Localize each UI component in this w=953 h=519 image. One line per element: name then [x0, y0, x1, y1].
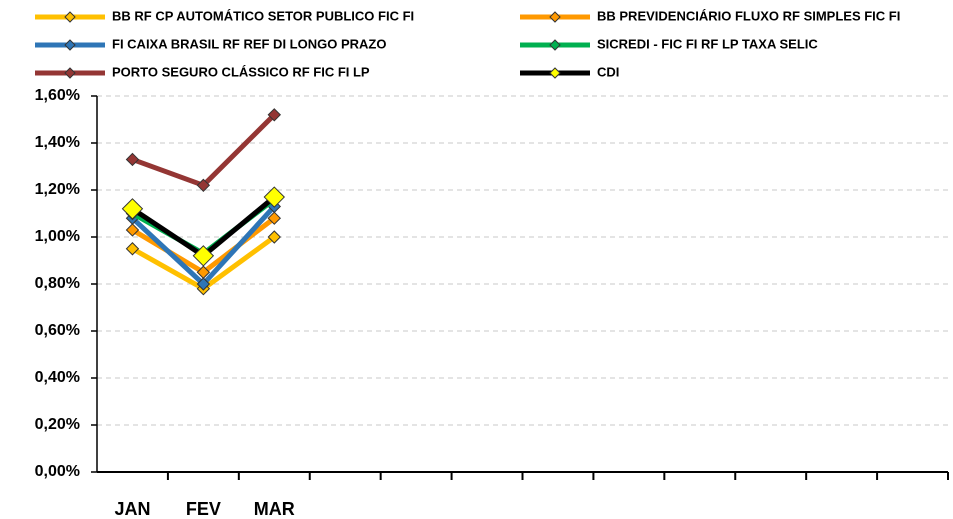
- legend-marker: [549, 67, 561, 79]
- legend-label: FI CAIXA BRASIL RF REF DI LONGO PRAZO: [112, 36, 386, 51]
- y-tick-label: 1,20%: [35, 181, 80, 198]
- y-tick-label: 0,60%: [35, 322, 80, 339]
- legend-label: CDI: [597, 64, 619, 79]
- legend-label: PORTO SEGURO CLÁSSICO RF FIC FI LP: [112, 64, 370, 79]
- marker: [263, 186, 285, 208]
- legend-marker: [64, 39, 76, 51]
- legend-marker: [64, 11, 76, 23]
- marker: [125, 223, 140, 237]
- y-tick-label: 0,80%: [35, 275, 80, 292]
- marker: [267, 108, 281, 122]
- legend-marker: [549, 11, 561, 23]
- y-tick-label: 0,40%: [35, 369, 80, 386]
- marker: [267, 230, 281, 244]
- y-tick-label: 1,60%: [35, 87, 80, 104]
- series-line: [131, 113, 277, 188]
- x-tick-label: FEV: [186, 499, 221, 519]
- marker: [196, 178, 211, 193]
- legend-label: SICREDI - FIC FI RF LP TAXA SELIC: [597, 36, 818, 51]
- marker: [196, 277, 211, 291]
- legend-marker: [64, 67, 76, 79]
- y-tick-label: 1,00%: [35, 228, 80, 245]
- y-tick-label: 0,20%: [35, 416, 80, 433]
- y-tick-label: 0,00%: [35, 463, 80, 480]
- legend-label: BB PREVIDENCIÁRIO FLUXO RF SIMPLES FIC F…: [597, 8, 900, 23]
- legend-marker: [549, 39, 561, 51]
- marker: [125, 242, 140, 256]
- legend-label: BB RF CP AUTOMÁTICO SETOR PUBLICO FIC FI: [112, 8, 414, 23]
- marker: [192, 245, 215, 267]
- x-tick-label: MAR: [254, 499, 295, 519]
- marker: [121, 198, 144, 220]
- x-tick-label: JAN: [114, 499, 150, 519]
- y-tick-label: 1,40%: [35, 134, 80, 151]
- marker: [125, 152, 140, 167]
- marker: [267, 211, 281, 225]
